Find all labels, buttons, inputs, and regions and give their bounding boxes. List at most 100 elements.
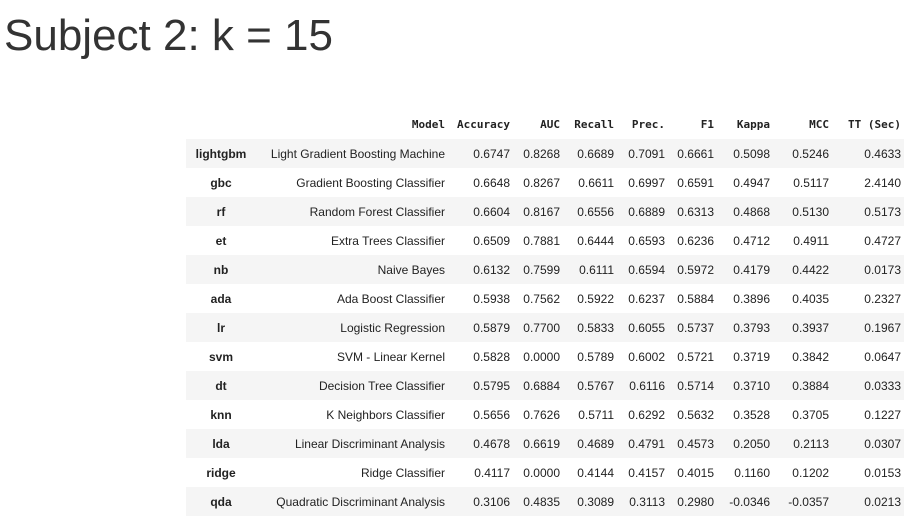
training-time-cell: 0.4633 xyxy=(864,146,901,161)
kappa-cell: 0.3793 xyxy=(733,320,770,335)
table-row: et Extra Trees Classifier 0.6509 0.7881 0.64… xyxy=(186,226,904,255)
training-time-cell: 0.4727 xyxy=(864,233,901,248)
f1-cell: 0.6661 xyxy=(677,146,714,161)
auc-cell: 0.7700 xyxy=(523,320,560,335)
precision-cell: 0.6889 xyxy=(628,204,665,219)
mcc-cell: 0.1202 xyxy=(792,465,829,480)
precision-cell: 0.6002 xyxy=(628,349,665,364)
f1-cell: 0.5632 xyxy=(677,407,714,422)
precision-cell: 0.4791 xyxy=(628,436,665,451)
row-id-cell: et xyxy=(215,233,227,248)
recall-cell: 0.6111 xyxy=(579,262,614,277)
page-title: Subject 2: k = 15 xyxy=(4,11,333,60)
mcc-cell: 0.5246 xyxy=(792,146,829,161)
mcc-cell: 0.3937 xyxy=(792,320,829,335)
f1-cell: 0.5972 xyxy=(677,262,714,277)
column-header-accuracy: Accuracy xyxy=(457,118,510,131)
model-name-cell: SVM - Linear Kernel xyxy=(336,349,445,364)
training-time-cell: 0.1967 xyxy=(864,320,901,335)
recall-cell: 0.5833 xyxy=(577,320,614,335)
accuracy-cell: 0.6132 xyxy=(473,262,510,277)
kappa-cell: 0.4179 xyxy=(733,262,770,277)
row-id-cell: rf xyxy=(216,204,226,219)
precision-cell: 0.4157 xyxy=(628,465,665,480)
row-id-cell: qda xyxy=(210,494,232,509)
table-row: ada Ada Boost Classifier 0.5938 0.7562 0.592… xyxy=(186,284,904,313)
mcc-cell: 0.4035 xyxy=(792,291,829,306)
table-row: ridge Ridge Classifier 0.4117 0.0000 0.4144 0… xyxy=(186,458,904,487)
auc-cell: 0.4835 xyxy=(523,494,560,509)
row-id-cell: gbc xyxy=(210,175,232,190)
auc-cell: 0.6884 xyxy=(523,378,560,393)
mcc-cell: 0.5130 xyxy=(792,204,829,219)
kappa-cell: 0.3528 xyxy=(733,407,770,422)
kappa-cell: 0.3896 xyxy=(733,291,770,306)
model-name-cell: Naive Bayes xyxy=(377,262,445,277)
accuracy-cell: 0.6509 xyxy=(473,233,510,248)
accuracy-cell: 0.5656 xyxy=(473,407,510,422)
row-id-cell: lr xyxy=(216,320,225,335)
recall-cell: 0.6444 xyxy=(577,233,614,248)
auc-cell: 0.0000 xyxy=(523,349,560,364)
f1-cell: 0.6591 xyxy=(677,175,714,190)
auc-cell: 0.7562 xyxy=(523,291,560,306)
model-name-cell: Gradient Boosting Classifier xyxy=(296,175,445,190)
row-id-cell: lightgbm xyxy=(195,146,247,161)
kappa-cell: 0.5098 xyxy=(733,146,770,161)
auc-cell: 0.7881 xyxy=(523,233,560,248)
kappa-cell: 0.4712 xyxy=(733,233,770,248)
f1-cell: 0.5884 xyxy=(677,291,714,306)
accuracy-cell: 0.5938 xyxy=(473,291,510,306)
precision-cell: 0.6593 xyxy=(628,233,665,248)
mcc-cell: -0.0357 xyxy=(788,494,829,509)
model-name-cell: Quadratic Discriminant Analysis xyxy=(276,494,445,509)
mcc-cell: 0.3842 xyxy=(792,349,829,364)
mcc-cell: 0.3884 xyxy=(792,378,829,393)
table-row: dt Decision Tree Classifier 0.5795 0.6884 0.… xyxy=(186,371,904,400)
recall-cell: 0.6689 xyxy=(577,146,614,161)
f1-cell: 0.6236 xyxy=(677,233,714,248)
model-name-cell: Decision Tree Classifier xyxy=(318,378,445,393)
column-header-kappa: Kappa xyxy=(736,118,770,131)
training-time-cell: 0.2327 xyxy=(864,291,901,306)
table-row: svm SVM - Linear Kernel 0.5828 0.0000 0.5789… xyxy=(186,342,904,371)
row-id-cell: lda xyxy=(212,436,230,451)
row-id-cell: ada xyxy=(210,291,232,306)
model-name-cell: K Neighbors Classifier xyxy=(326,407,445,422)
recall-cell: 0.6556 xyxy=(577,204,614,219)
model-comparison-table: Model Accuracy AUC Recall Prec. F1 Kappa… xyxy=(186,110,904,516)
kappa-cell: 0.2050 xyxy=(733,436,770,451)
training-time-cell: 0.0173 xyxy=(864,262,901,277)
precision-cell: 0.6997 xyxy=(628,175,665,190)
auc-cell: 0.8268 xyxy=(523,146,560,161)
row-id-cell: svm xyxy=(208,349,234,364)
f1-cell: 0.4573 xyxy=(677,436,714,451)
mcc-cell: 0.4911 xyxy=(793,233,829,248)
training-time-cell: 0.0153 xyxy=(864,465,901,480)
table-header-row: Model Accuracy AUC Recall Prec. F1 Kappa… xyxy=(186,110,904,139)
f1-cell: 0.5737 xyxy=(677,320,714,335)
f1-cell: 0.2980 xyxy=(677,494,714,509)
precision-cell: 0.6116 xyxy=(629,378,665,393)
table-body: lightgbm Light Gradient Boosting Machine 0… xyxy=(186,139,904,516)
recall-cell: 0.5789 xyxy=(577,349,614,364)
f1-cell: 0.6313 xyxy=(677,204,714,219)
auc-cell: 0.0000 xyxy=(523,465,560,480)
f1-cell: 0.5721 xyxy=(677,349,714,364)
table-row: nb Naive Bayes 0.6132 0.7599 0.6111 0.6594 0.5… xyxy=(186,255,904,284)
kappa-cell: -0.0346 xyxy=(729,494,770,509)
recall-cell: 0.5711 xyxy=(578,407,614,422)
auc-cell: 0.7599 xyxy=(523,262,560,277)
table-row: qda Quadratic Discriminant Analysis 0.3106… xyxy=(186,487,904,516)
column-header-training-time: TT (Sec) xyxy=(848,118,901,131)
row-id-cell: ridge xyxy=(206,465,236,480)
precision-cell: 0.6292 xyxy=(628,407,665,422)
kappa-cell: 0.4868 xyxy=(733,204,770,219)
model-name-cell: Ridge Classifier xyxy=(360,465,445,480)
kappa-cell: 0.1160 xyxy=(734,465,770,480)
training-time-cell: 0.0333 xyxy=(864,378,901,393)
accuracy-cell: 0.5795 xyxy=(473,378,510,393)
mcc-cell: 0.4422 xyxy=(792,262,829,277)
table-row: rf Random Forest Classifier 0.6604 0.8167 0.… xyxy=(186,197,904,226)
column-header-index xyxy=(186,110,256,139)
